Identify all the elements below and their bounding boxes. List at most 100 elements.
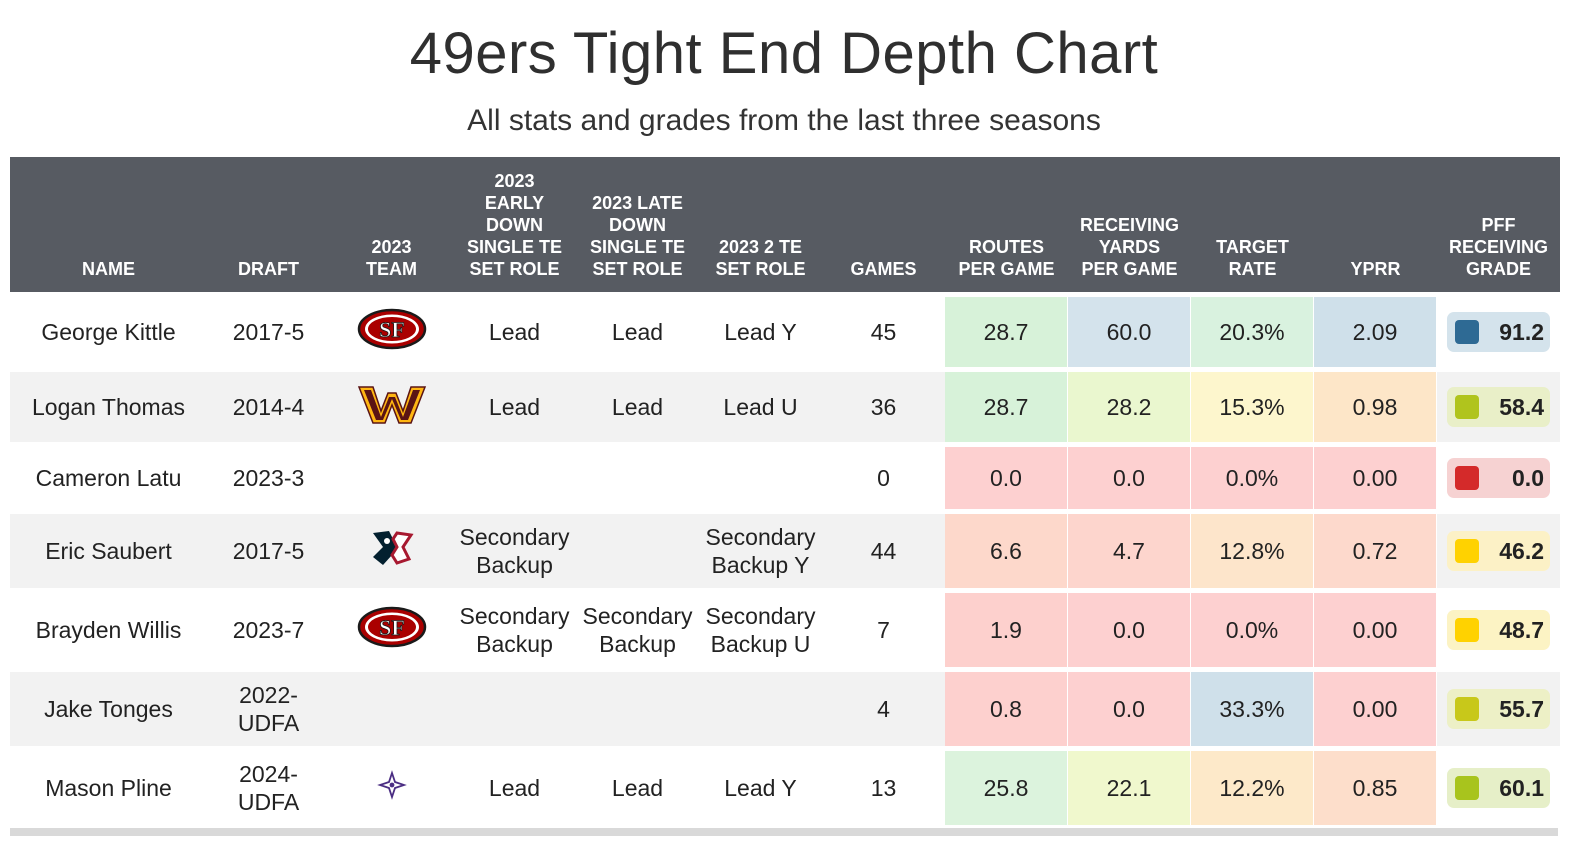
row-spacer (10, 667, 1560, 672)
cell-line: 2022- (239, 682, 298, 708)
row-spacer-cell (10, 442, 1560, 447)
table-row[interactable]: Cameron Latu 2023-3 0 0.0 0.0 0.0% 0.00 0.0 (10, 447, 1560, 509)
49ers-logo-icon: SF (357, 606, 427, 654)
column-header-name[interactable]: NAME (10, 157, 207, 292)
table-row[interactable]: George Kittle 2017-5 SF Lead Lead Lead Y 45 28.… (10, 297, 1560, 367)
cell-line: Lead Y (724, 319, 797, 345)
target-rate: 12.8% (1191, 514, 1314, 588)
column-header-line: ROUTES (968, 237, 1044, 257)
cell-line: Lead (488, 319, 541, 345)
column-header-line: GAMES (850, 259, 917, 279)
team-cell (330, 672, 453, 746)
column-header-yprr[interactable]: YPRR (1314, 157, 1437, 292)
grade-cell: 58.4 (1437, 372, 1560, 442)
table-row[interactable]: Eric Saubert 2017-5 Secondary Backup Seconda… (10, 514, 1560, 588)
games-cell: 36 (822, 372, 945, 442)
games-cell: 7 (822, 593, 945, 667)
early-down-role: Lead (453, 372, 576, 442)
column-header-line: PER GAME (958, 259, 1055, 279)
row-spacer-cell (10, 588, 1560, 593)
cell-line: 2017-5 (232, 319, 305, 345)
column-header-routes-per-game[interactable]: ROUTES PER GAME (945, 157, 1068, 292)
column-header-line: SINGLE TE (466, 237, 562, 257)
player-name: Jake Tonges (10, 672, 207, 746)
two-te-role: Secondary Backup Y (699, 514, 822, 588)
column-header-pff-receiving-grade[interactable]: PFF RECEIVING GRADE (1437, 157, 1560, 292)
routes-per-game: 0.0 (945, 447, 1068, 509)
yprr-cell: 0.98 (1314, 372, 1437, 442)
team-cell (330, 751, 453, 825)
column-header-line: SET ROLE (715, 259, 806, 279)
column-header-games[interactable]: GAMES (822, 157, 945, 292)
grade-cell: 46.2 (1437, 514, 1560, 588)
ncaa-logo-icon (376, 770, 407, 806)
depth-chart-table: NAME DRAFT 2023 TEAM 2023 EARLY DOWN SINGLE TE S… (10, 157, 1560, 825)
team-cell: SF (330, 593, 453, 667)
column-header-late-down-role[interactable]: 2023 LATE DOWN SINGLE TE SET ROLE (576, 157, 699, 292)
cell-line: Lead U (723, 394, 798, 420)
column-header-line: GRADE (1465, 259, 1531, 279)
early-down-role: Secondary Backup (453, 593, 576, 667)
grade-color-swatch (1455, 618, 1479, 642)
cell-line: Secondary (705, 603, 816, 629)
column-header-line: TARGET (1216, 237, 1289, 257)
cell-line: 2023-7 (232, 617, 305, 643)
target-rate: 15.3% (1191, 372, 1314, 442)
row-spacer (10, 367, 1560, 372)
receiving-yards-per-game: 0.0 (1068, 447, 1191, 509)
cell-line: 2023-3 (232, 465, 305, 491)
draft-cell: 2023-7 (207, 593, 330, 667)
draft-cell: 2014-4 (207, 372, 330, 442)
texans-logo-icon (367, 527, 417, 575)
late-down-role: Lead (576, 372, 699, 442)
two-te-role (699, 447, 822, 509)
late-down-role: Lead (576, 751, 699, 825)
column-header-line: SET ROLE (592, 259, 683, 279)
column-header-line: TEAM (366, 259, 417, 279)
row-spacer (10, 292, 1560, 297)
svg-text:SF: SF (379, 317, 405, 342)
receiving-yards-per-game: 0.0 (1068, 672, 1191, 746)
grade-badge: 91.2 (1447, 312, 1550, 352)
cell-line: Lead (611, 319, 664, 345)
grade-color-swatch (1455, 320, 1479, 344)
table-row[interactable]: Logan Thomas 2014-4 Lead Lead Lead U 36 28.7 28… (10, 372, 1560, 442)
page-subtitle: All stats and grades from the last three… (467, 104, 1101, 137)
column-header-line: DOWN (486, 215, 543, 235)
cell-line: Lead Y (724, 775, 797, 801)
routes-per-game: 28.7 (945, 372, 1068, 442)
cell-line: Backup (599, 631, 676, 657)
commanders-logo-icon (357, 383, 427, 431)
cell-line: Backup (476, 631, 553, 657)
grade-badge: 0.0 (1447, 458, 1550, 498)
target-rate: 12.2% (1191, 751, 1314, 825)
column-header-line: 2023 LATE (592, 193, 683, 213)
two-te-role: Lead Y (699, 297, 822, 367)
grade-cell: 55.7 (1437, 672, 1560, 746)
column-header-draft[interactable]: DRAFT (207, 157, 330, 292)
grade-value: 60.1 (1499, 775, 1544, 801)
draft-cell: 2017-5 (207, 297, 330, 367)
column-header-line: EARLY (484, 193, 545, 213)
grade-color-swatch (1455, 395, 1479, 419)
column-header-target-rate[interactable]: TARGET RATE (1191, 157, 1314, 292)
receiving-yards-per-game: 60.0 (1068, 297, 1191, 367)
grade-value: 0.0 (1512, 465, 1544, 491)
receiving-yards-per-game: 28.2 (1068, 372, 1191, 442)
grade-cell: 48.7 (1437, 593, 1560, 667)
column-header-line: DRAFT (238, 259, 299, 279)
column-header-receiving-yards-per-game[interactable]: RECEIVING YARDS PER GAME (1068, 157, 1191, 292)
draft-cell: 2023-3 (207, 447, 330, 509)
receiving-yards-per-game: 0.0 (1068, 593, 1191, 667)
table-row[interactable]: Mason Pline 2024- UDFA Lead Lead Lead Y 13 25.8… (10, 751, 1560, 825)
cell-line: 2017-5 (232, 538, 305, 564)
svg-text:SF: SF (379, 615, 405, 640)
table-row[interactable]: Brayden Willis 2023-7 SF Secondary Backup Sec… (10, 593, 1560, 667)
late-down-role (576, 672, 699, 746)
games-cell: 45 (822, 297, 945, 367)
team-cell (330, 514, 453, 588)
column-header-team[interactable]: 2023 TEAM (330, 157, 453, 292)
table-row[interactable]: Jake Tonges 2022- UDFA 4 0.8 0.0 33.3% 0.00 55.7 (10, 672, 1560, 746)
column-header-two-te-role[interactable]: 2023 2 TE SET ROLE (699, 157, 822, 292)
column-header-early-down-role[interactable]: 2023 EARLY DOWN SINGLE TE SET ROLE (453, 157, 576, 292)
